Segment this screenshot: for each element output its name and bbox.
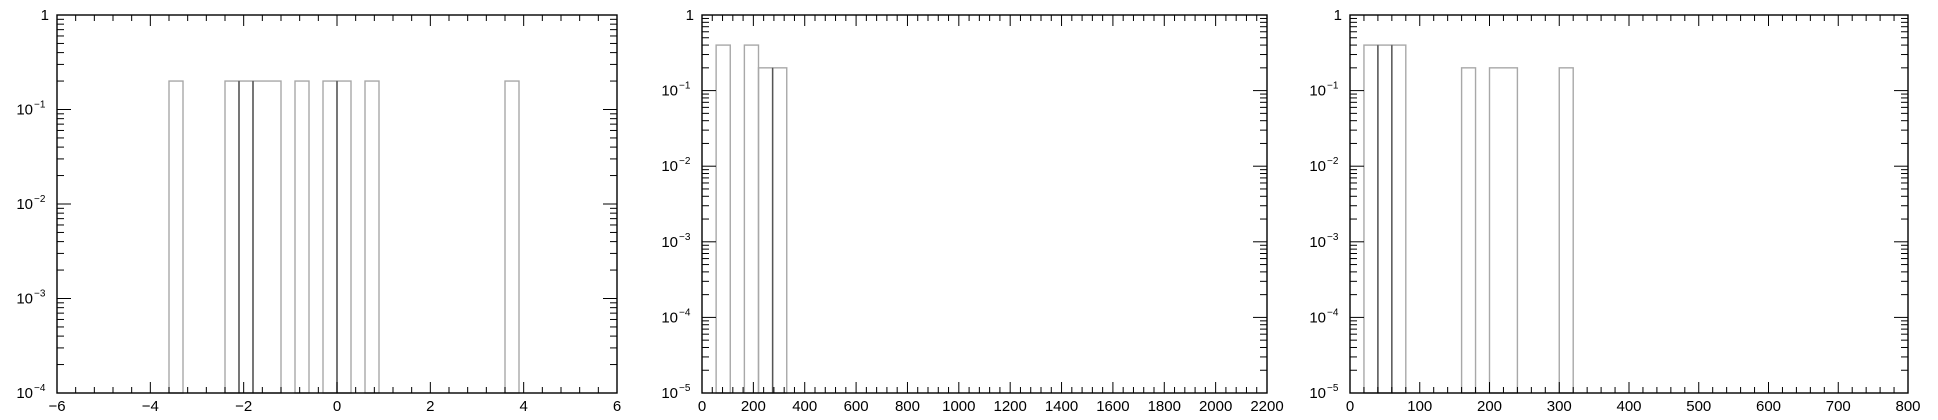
p1-histogram-bin	[364, 80, 380, 394]
p1-x-tick-label: 6	[613, 398, 621, 415]
p2-y-tick-exponent: −3	[679, 232, 691, 243]
p3-plot-frame	[1349, 14, 1909, 394]
p3-y-tick-label: 10	[1309, 158, 1326, 175]
p2-y-tick-exponent: −5	[679, 383, 691, 394]
p2-x-tick-label: 1800	[1148, 398, 1181, 415]
p3-histogram-bin	[1377, 44, 1393, 394]
p1-x-tick-label: 2	[426, 398, 434, 415]
p2-y-tick-exponent: −4	[679, 307, 691, 318]
p3-y-tick-exponent: −2	[1327, 156, 1339, 167]
p2-x-tick-label: 200	[741, 398, 766, 415]
p3-y-tick-label: 1	[1334, 7, 1342, 24]
p2-y-tick-exponent: −1	[679, 81, 691, 92]
p3-y-tick-exponent: −4	[1327, 307, 1339, 318]
p3-histogram-bin	[1558, 67, 1574, 394]
p1-y-tick-exponent: −3	[34, 289, 46, 300]
p1-histogram-bin	[224, 80, 240, 394]
p3-histogram-bin	[1391, 44, 1407, 394]
p1-histogram-bin	[294, 80, 310, 394]
p1-y-tick-exponent: −1	[34, 100, 46, 111]
p3-y-tick-label: 10	[1309, 385, 1326, 402]
p2-histogram-bin	[715, 44, 731, 394]
p1-histogram-bin	[252, 80, 282, 394]
p2-y-tick-label: 10	[661, 158, 678, 175]
p1-y-tick-exponent: −4	[34, 383, 46, 394]
p1-x-tick-label: 0	[333, 398, 341, 415]
p1-histogram-bin	[504, 80, 520, 394]
p3-x-tick-label: 700	[1826, 398, 1851, 415]
p1-histogram-bin	[322, 80, 338, 394]
p3-y-tick-label: 10	[1309, 309, 1326, 326]
p2-x-tick-label: 1600	[1096, 398, 1129, 415]
p3-y-tick-label: 10	[1309, 83, 1326, 100]
p2-x-tick-label: 1200	[993, 398, 1026, 415]
p3-x-tick-label: 800	[1895, 398, 1920, 415]
p1-x-tick-label: −6	[48, 398, 65, 415]
p3-y-tick-label: 10	[1309, 234, 1326, 251]
p1-x-tick-label: −2	[235, 398, 252, 415]
p1-histogram-bin	[168, 80, 184, 394]
p3-x-tick-label: 200	[1477, 398, 1502, 415]
p2-y-tick-label: 10	[661, 83, 678, 100]
p2-x-tick-label: 2000	[1199, 398, 1232, 415]
p3-y-tick-exponent: −5	[1327, 383, 1339, 394]
p1-y-tick-label: 1	[41, 7, 49, 24]
p3-x-tick-label: 600	[1756, 398, 1781, 415]
p1-x-tick-label: −4	[142, 398, 159, 415]
p1-histogram-bin	[238, 80, 254, 394]
p2-x-tick-label: 1000	[942, 398, 975, 415]
p1-x-tick-label: 4	[519, 398, 527, 415]
p2-x-tick-label: 2200	[1250, 398, 1283, 415]
p3-histogram-bin	[1460, 67, 1477, 394]
p3-x-tick-label: 400	[1616, 398, 1641, 415]
p1-y-tick-label: 10	[16, 291, 33, 308]
p3-histogram-bin	[1363, 44, 1379, 394]
p3-y-tick-exponent: −3	[1327, 232, 1339, 243]
p2-y-tick-label: 10	[661, 234, 678, 251]
p2-histogram-bin	[743, 44, 760, 394]
p1-histogram-bin	[336, 80, 352, 394]
p2-x-tick-label: 600	[844, 398, 869, 415]
p3-x-tick-label: 0	[1346, 398, 1354, 415]
p1-y-tick-label: 10	[16, 196, 33, 213]
p2-y-tick-label: 1	[686, 7, 694, 24]
p1-y-tick-label: 10	[16, 385, 33, 402]
p2-y-tick-label: 10	[661, 309, 678, 326]
p2-x-tick-label: 400	[792, 398, 817, 415]
p1-y-tick-label: 10	[16, 102, 33, 119]
p2-histogram-bin	[771, 67, 788, 394]
p3-x-tick-label: 300	[1547, 398, 1572, 415]
p2-x-tick-label: 800	[895, 398, 920, 415]
histogram-panel-2: 0 200 400 600 800 1000 1200 1400 1600 1800 2000 220…	[661, 7, 1283, 415]
p2-y-tick-label: 10	[661, 385, 678, 402]
histogram-panel-1: −6 −4 −2 0 2 4 610 −410 −310 −210 −11	[16, 7, 621, 415]
p1-y-tick-exponent: −2	[34, 194, 46, 205]
p3-x-tick-label: 100	[1407, 398, 1432, 415]
p2-histogram-bin	[757, 67, 774, 394]
p2-x-tick-label: 0	[698, 398, 706, 415]
p3-histogram-bin	[1488, 67, 1519, 394]
p2-plot-frame	[701, 14, 1268, 394]
p3-x-tick-label: 500	[1686, 398, 1711, 415]
p2-x-tick-label: 1400	[1045, 398, 1078, 415]
p2-y-tick-exponent: −2	[679, 156, 691, 167]
p3-y-tick-exponent: −1	[1327, 81, 1339, 92]
